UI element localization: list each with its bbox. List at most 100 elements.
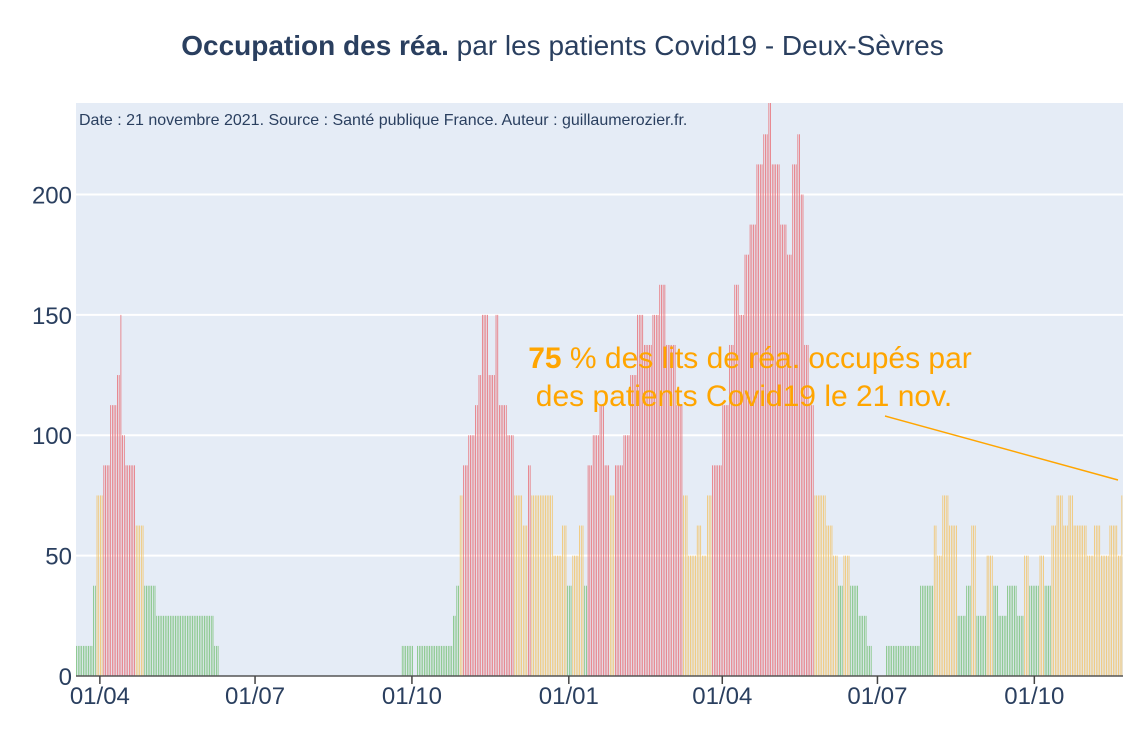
bar — [1005, 615, 1007, 676]
bar — [406, 645, 408, 676]
bar — [664, 284, 666, 676]
bar — [151, 585, 152, 676]
grid-lines — [76, 193, 1123, 557]
bar — [429, 645, 430, 676]
bar — [594, 435, 596, 676]
bar — [1109, 525, 1111, 676]
chart-title-bold: Occupation des réa. — [181, 30, 449, 61]
bar — [862, 615, 864, 676]
bar — [410, 645, 412, 676]
bar — [655, 314, 657, 676]
bar — [81, 645, 83, 676]
bar — [543, 495, 545, 676]
y-tick-label: 150 — [32, 303, 72, 330]
bar — [950, 525, 952, 676]
y-axis: 0 50 100 150 200 — [32, 182, 72, 691]
bar — [754, 224, 756, 676]
bar — [1022, 615, 1024, 676]
bar — [478, 375, 480, 676]
bar — [1090, 555, 1092, 676]
bar — [816, 495, 818, 676]
bar — [550, 495, 552, 676]
bar — [870, 645, 872, 676]
bar — [1111, 525, 1113, 676]
bar — [1073, 525, 1075, 676]
bar — [623, 435, 625, 676]
bar — [616, 465, 618, 676]
bar — [471, 435, 473, 676]
bar — [667, 344, 669, 676]
bar — [1083, 525, 1085, 676]
bar — [679, 405, 681, 676]
bar — [867, 645, 869, 676]
bar — [458, 585, 459, 676]
bar — [990, 555, 991, 676]
bar — [425, 645, 427, 676]
bar — [512, 435, 514, 676]
bar — [1082, 525, 1084, 676]
bar — [159, 615, 161, 676]
bar — [468, 435, 470, 676]
bar — [799, 134, 800, 676]
bar — [759, 164, 761, 676]
bar — [93, 585, 95, 676]
bar — [945, 495, 947, 676]
bar — [956, 525, 957, 676]
bar — [993, 585, 995, 676]
bar — [574, 555, 575, 676]
bar — [505, 405, 507, 676]
bar — [158, 615, 159, 676]
bar — [483, 314, 485, 676]
bar — [1066, 525, 1068, 676]
bar — [1095, 525, 1097, 676]
bar — [587, 465, 589, 676]
bar — [962, 615, 964, 676]
bar — [909, 645, 911, 676]
bar — [988, 555, 990, 676]
bar — [792, 164, 794, 676]
bar — [686, 495, 688, 676]
bar — [981, 615, 983, 676]
bar — [538, 495, 540, 676]
bar — [892, 645, 894, 676]
bar — [185, 615, 187, 676]
bar — [935, 525, 937, 676]
bar — [696, 525, 698, 676]
bar — [829, 525, 831, 676]
bar — [659, 284, 661, 676]
x-tick-label: 01/04 — [692, 683, 752, 710]
bar — [604, 465, 606, 676]
bar — [580, 525, 582, 676]
bar — [708, 495, 710, 676]
bar — [1070, 495, 1072, 676]
bar — [137, 525, 139, 676]
bar — [1099, 525, 1101, 676]
bar — [557, 555, 558, 676]
bar — [487, 314, 488, 676]
bar — [971, 525, 973, 676]
bar — [729, 344, 731, 676]
bar — [1089, 555, 1090, 676]
bar — [831, 525, 833, 676]
bar — [422, 645, 424, 676]
bar — [1031, 585, 1032, 676]
bar — [609, 495, 611, 676]
bar — [906, 645, 908, 676]
bar — [669, 344, 671, 676]
bar — [490, 375, 492, 676]
bar — [91, 645, 93, 676]
bar — [190, 615, 192, 676]
bar — [725, 405, 727, 676]
bar — [169, 615, 171, 676]
bar — [1097, 525, 1099, 676]
bar — [528, 465, 529, 676]
bar — [715, 465, 717, 676]
bar — [134, 465, 135, 676]
bar — [1025, 555, 1027, 676]
annotation: 75 % des lits de réa. occupés par des pa… — [528, 342, 1119, 481]
bar — [959, 615, 961, 676]
bar — [834, 555, 836, 676]
bar — [693, 555, 695, 676]
bar — [597, 435, 599, 676]
bar — [118, 375, 120, 676]
